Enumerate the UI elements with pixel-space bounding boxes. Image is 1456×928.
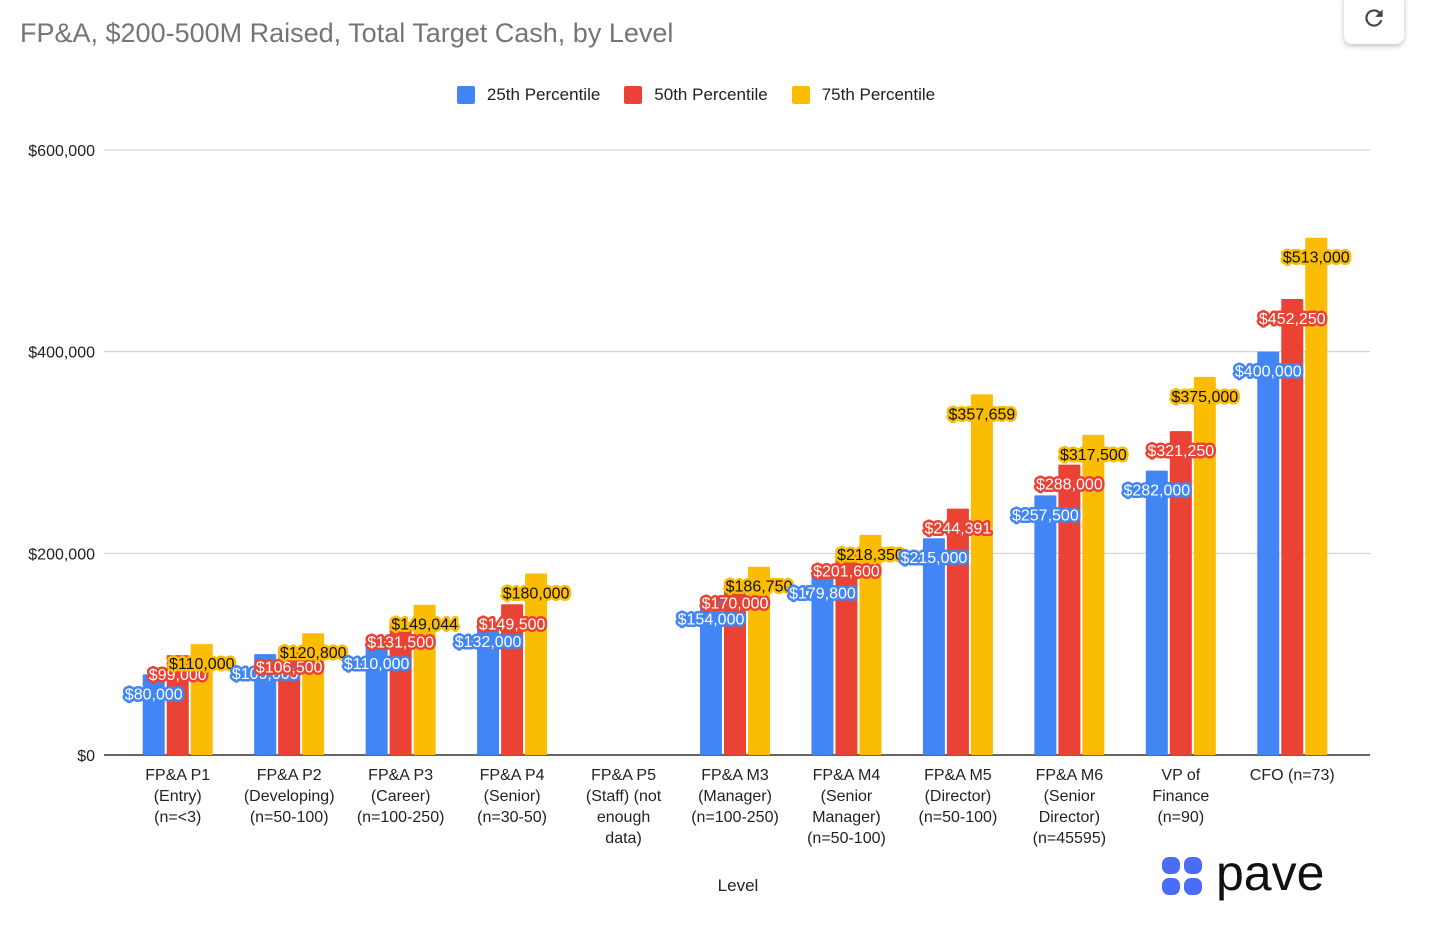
bar — [501, 604, 524, 755]
data-label: $321,250 — [1147, 443, 1214, 460]
data-label: $132,000 — [455, 634, 522, 651]
bar — [811, 573, 834, 755]
x-tick-label: FP&A M6 (Senior Director) (n=45595) — [1033, 767, 1106, 847]
chart-title: FP&A, $200-500M Raised, Total Target Cas… — [20, 18, 674, 48]
data-label: $100,000 — [232, 666, 299, 683]
brand-name: pave — [1216, 845, 1325, 901]
bar — [302, 633, 325, 755]
legend-label-50th: 50th Percentile — [654, 85, 768, 104]
legend-label-75th: 75th Percentile — [821, 85, 936, 104]
data-label: $288,000 — [1036, 477, 1103, 494]
data-label: $154,000 — [678, 612, 745, 629]
bar — [922, 538, 945, 755]
data-label: $282,000 — [1123, 483, 1190, 500]
legend-swatch-75th — [791, 86, 810, 104]
x-tick-label: FP&A P1 (Entry) (n=<3) — [145, 767, 210, 826]
data-label: $215,000 — [901, 550, 968, 567]
bar — [700, 599, 722, 755]
data-label: $375,000 — [1171, 389, 1238, 406]
data-label: $120,800 — [280, 645, 347, 662]
data-label: $179,800 — [789, 586, 856, 603]
x-tick-label: FP&A P2 (Developing) (n=50-100) — [244, 767, 335, 826]
bar — [1257, 351, 1280, 755]
data-label: $106,500 — [256, 660, 323, 677]
data-label: $110,000 — [169, 656, 235, 673]
data-label: $99,000 — [149, 667, 207, 684]
data-label: $131,500 — [367, 634, 434, 651]
legend-item-50th[interactable]: 50th Percentile — [624, 85, 768, 105]
bar — [365, 644, 388, 755]
data-label: $149,500 — [479, 616, 546, 633]
bar — [278, 647, 301, 755]
data-label: $513,000 — [1283, 250, 1350, 267]
data-label: $186,750 — [726, 579, 793, 596]
x-tick-label: FP&A P4 (Senior) (n=30-50) — [477, 767, 547, 826]
bar — [1058, 464, 1081, 755]
x-tick-label: FP&A M4 (Senior Manager) (n=50-100) — [807, 767, 886, 847]
y-tick-label: $400,000 — [28, 345, 95, 362]
legend-item-25th[interactable]: 25th Percentile — [456, 85, 601, 105]
bar — [413, 604, 436, 755]
bar — [142, 674, 165, 755]
x-tick-label: FP&A P3 (Career) (n=100-250) — [357, 767, 445, 826]
bar — [970, 394, 993, 755]
bar — [1034, 495, 1057, 755]
data-label: $170,000 — [702, 596, 769, 613]
bar — [389, 622, 412, 755]
chart-legend: 25th Percentile 50th Percentile 75th Per… — [0, 85, 1392, 105]
data-label: $317,500 — [1060, 447, 1127, 464]
pave-logo: pave — [1160, 848, 1324, 898]
data-label: $244,391 — [925, 521, 992, 538]
legend-label-25th: 25th Percentile — [486, 85, 601, 104]
data-label: $357,659 — [949, 406, 1016, 423]
bar — [724, 583, 746, 755]
bar — [1169, 431, 1192, 755]
data-label: $110,000 — [344, 656, 410, 673]
bar — [1145, 470, 1168, 755]
bar — [166, 655, 189, 755]
bar — [1193, 376, 1216, 755]
y-tick-label: $600,000 — [28, 143, 95, 160]
x-tick-label: FP&A M3 (Manager) (n=100-250) — [691, 767, 779, 826]
bar — [1305, 237, 1328, 756]
y-tick-label: $0 — [77, 748, 95, 765]
bar — [859, 534, 882, 755]
bar — [477, 621, 500, 755]
data-label: $180,000 — [503, 586, 570, 603]
data-label: $218,350 — [837, 547, 904, 564]
x-tick-label: FP&A P5 (Staff) (not enough data) — [586, 767, 662, 847]
x-tick-label: CFO (n=73) — [1250, 767, 1335, 784]
bar — [1082, 434, 1105, 755]
bar — [1281, 298, 1304, 755]
data-label: $80,000 — [125, 686, 183, 703]
refresh-icon — [1365, 9, 1383, 27]
y-tick-label: $200,000 — [28, 546, 95, 563]
data-label: $257,500 — [1012, 507, 1079, 524]
bar — [946, 508, 969, 755]
legend-item-75th[interactable]: 75th Percentile — [791, 85, 936, 105]
x-axis-title: Level — [717, 876, 759, 895]
bar — [190, 644, 213, 755]
legend-swatch-25th — [456, 86, 475, 104]
data-label: $149,044 — [391, 617, 458, 634]
x-tick-label: VP of Finance (n=90) — [1152, 767, 1209, 826]
bar — [525, 573, 548, 755]
data-label: $201,600 — [813, 564, 880, 581]
refresh-button[interactable] — [1344, 0, 1404, 44]
bar — [748, 566, 770, 755]
x-tick-label: FP&A M5 (Director) (n=50-100) — [919, 767, 998, 826]
bar — [254, 654, 277, 755]
legend-swatch-50th — [624, 86, 643, 104]
pave-logo-icon — [1162, 857, 1202, 895]
data-label: $400,000 — [1235, 364, 1302, 381]
bar — [835, 551, 858, 755]
data-label: $452,250 — [1259, 311, 1326, 328]
